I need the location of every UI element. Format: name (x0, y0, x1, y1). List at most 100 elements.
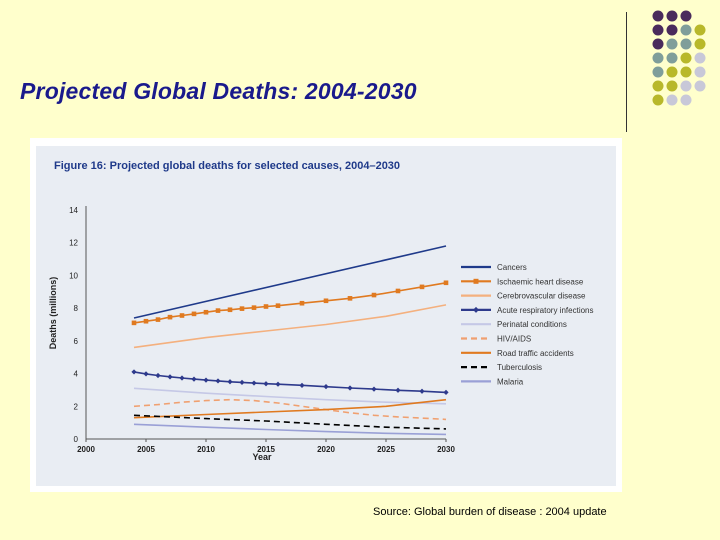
slide-title: Projected Global Deaths: 2004-2030 (20, 78, 417, 104)
data-point-ischaemic-heart-disease (443, 280, 449, 286)
series-line-cerebrovascular-disease (133, 304, 447, 349)
data-point-ischaemic-heart-disease (155, 317, 161, 322)
series-line-cancers (133, 245, 447, 319)
x-tick-label: 2015 (257, 445, 275, 454)
decor-dot (652, 38, 664, 50)
x-tick-label: 2010 (197, 445, 215, 454)
y-tick-label: 14 (69, 206, 78, 215)
data-point-acute-respiratory-infections (227, 379, 233, 385)
decor-dot (680, 38, 692, 50)
data-point-acute-respiratory-infections (239, 379, 245, 386)
data-point-ischaemic-heart-disease (275, 303, 281, 308)
legend-label-cerebrovascular-disease: Cerebrovascular disease (497, 292, 586, 301)
data-point-acute-respiratory-infections (179, 375, 185, 381)
chart-title: Figure 16: Projected global deaths for s… (54, 160, 400, 172)
data-point-ischaemic-heart-disease (191, 311, 197, 317)
decor-dot (652, 94, 664, 106)
decor-dot (666, 10, 678, 22)
data-point-acute-respiratory-infections (299, 382, 305, 388)
decor-dot (652, 52, 664, 64)
data-point-acute-respiratory-infections (347, 385, 353, 391)
decor-dot (680, 24, 692, 36)
y-tick-label: 8 (74, 304, 79, 313)
legend-label-tuberculosis: Tuberculosis (497, 363, 542, 372)
data-point-ischaemic-heart-disease (395, 288, 401, 294)
x-axis-label: Year (252, 452, 272, 462)
decor-dot (666, 24, 678, 36)
data-point-ischaemic-heart-disease (143, 318, 149, 324)
data-point-ischaemic-heart-disease (419, 284, 425, 290)
x-tick-label: 2025 (377, 445, 395, 454)
x-tick-label: 2005 (137, 445, 155, 454)
chart-background: Figure 16: Projected global deaths for s… (36, 146, 616, 486)
x-tick-label: 2000 (77, 445, 95, 454)
data-point-acute-respiratory-infections (143, 371, 149, 377)
legend-label-cancers: Cancers (497, 263, 527, 272)
legend-label-perinatal-conditions: Perinatal conditions (497, 320, 567, 329)
data-point-acute-respiratory-infections (131, 369, 137, 375)
x-tick-label: 2030 (437, 445, 455, 454)
data-point-acute-respiratory-infections (155, 372, 161, 379)
data-point-acute-respiratory-infections (215, 378, 221, 384)
decor-dot (652, 10, 664, 22)
decor-dot (694, 52, 706, 64)
legend-label-hiv-aids: HIV/AIDS (497, 335, 531, 344)
series-line-malaria (133, 423, 447, 436)
title-divider (626, 12, 627, 132)
data-point-ischaemic-heart-disease (131, 320, 137, 326)
legend-label-acute-respiratory-infections: Acute respiratory infections (497, 306, 594, 315)
data-point-ischaemic-heart-disease (167, 314, 173, 320)
source-note: Source: Global burden of disease : 2004 … (373, 506, 607, 518)
data-point-acute-respiratory-infections (263, 381, 269, 387)
line-chart: Figure 16: Projected global deaths for s… (48, 160, 594, 462)
decor-dot (666, 94, 678, 106)
y-tick-label: 10 (69, 271, 78, 280)
decor-dot (694, 24, 706, 36)
data-point-ischaemic-heart-disease (371, 292, 377, 298)
decorative-dot-grid (652, 10, 706, 106)
x-tick-label: 2020 (317, 445, 335, 454)
data-point-ischaemic-heart-disease (227, 307, 233, 313)
decor-dot (666, 66, 678, 78)
data-point-ischaemic-heart-disease (215, 308, 221, 313)
data-point-ischaemic-heart-disease (263, 304, 269, 309)
decor-dot (666, 52, 678, 64)
legend-marker (473, 306, 479, 313)
decor-dot (652, 66, 664, 78)
decor-dot (694, 38, 706, 50)
legend-label-ischaemic-heart-disease: Ischaemic heart disease (497, 277, 584, 286)
data-point-acute-respiratory-infections (203, 377, 209, 383)
y-tick-label: 12 (69, 239, 78, 248)
series-line-tuberculosis (133, 414, 447, 430)
legend-label-road-traffic-accidents: Road traffic accidents (497, 349, 574, 358)
series-line-perinatal-conditions (133, 387, 447, 405)
y-tick-label: 4 (74, 370, 79, 379)
y-tick-label: 6 (74, 337, 79, 346)
decor-dot (680, 52, 692, 64)
data-point-ischaemic-heart-disease (239, 306, 245, 311)
decor-dot (666, 38, 678, 50)
decor-dot (652, 24, 664, 36)
data-point-ischaemic-heart-disease (347, 296, 353, 301)
decor-dot (694, 66, 706, 78)
data-point-acute-respiratory-infections (191, 376, 197, 382)
legend-marker (473, 278, 479, 284)
data-point-acute-respiratory-infections (443, 389, 449, 395)
decor-dot (680, 66, 692, 78)
data-point-ischaemic-heart-disease (299, 300, 305, 306)
chart-figure: Figure 16: Projected global deaths for s… (30, 138, 622, 492)
data-point-ischaemic-heart-disease (251, 305, 257, 310)
y-tick-label: 2 (74, 402, 79, 411)
decor-dot (680, 94, 692, 106)
decor-dot (680, 80, 692, 92)
y-tick-label: 0 (74, 435, 79, 444)
decor-dot (652, 80, 664, 92)
data-point-acute-respiratory-infections (167, 374, 173, 380)
decor-dot (694, 80, 706, 92)
data-point-acute-respiratory-infections (371, 386, 377, 392)
data-point-acute-respiratory-infections (275, 381, 281, 387)
data-point-acute-respiratory-infections (395, 387, 401, 393)
data-point-acute-respiratory-infections (323, 384, 329, 390)
data-point-ischaemic-heart-disease (323, 298, 329, 304)
data-point-acute-respiratory-infections (419, 388, 425, 394)
